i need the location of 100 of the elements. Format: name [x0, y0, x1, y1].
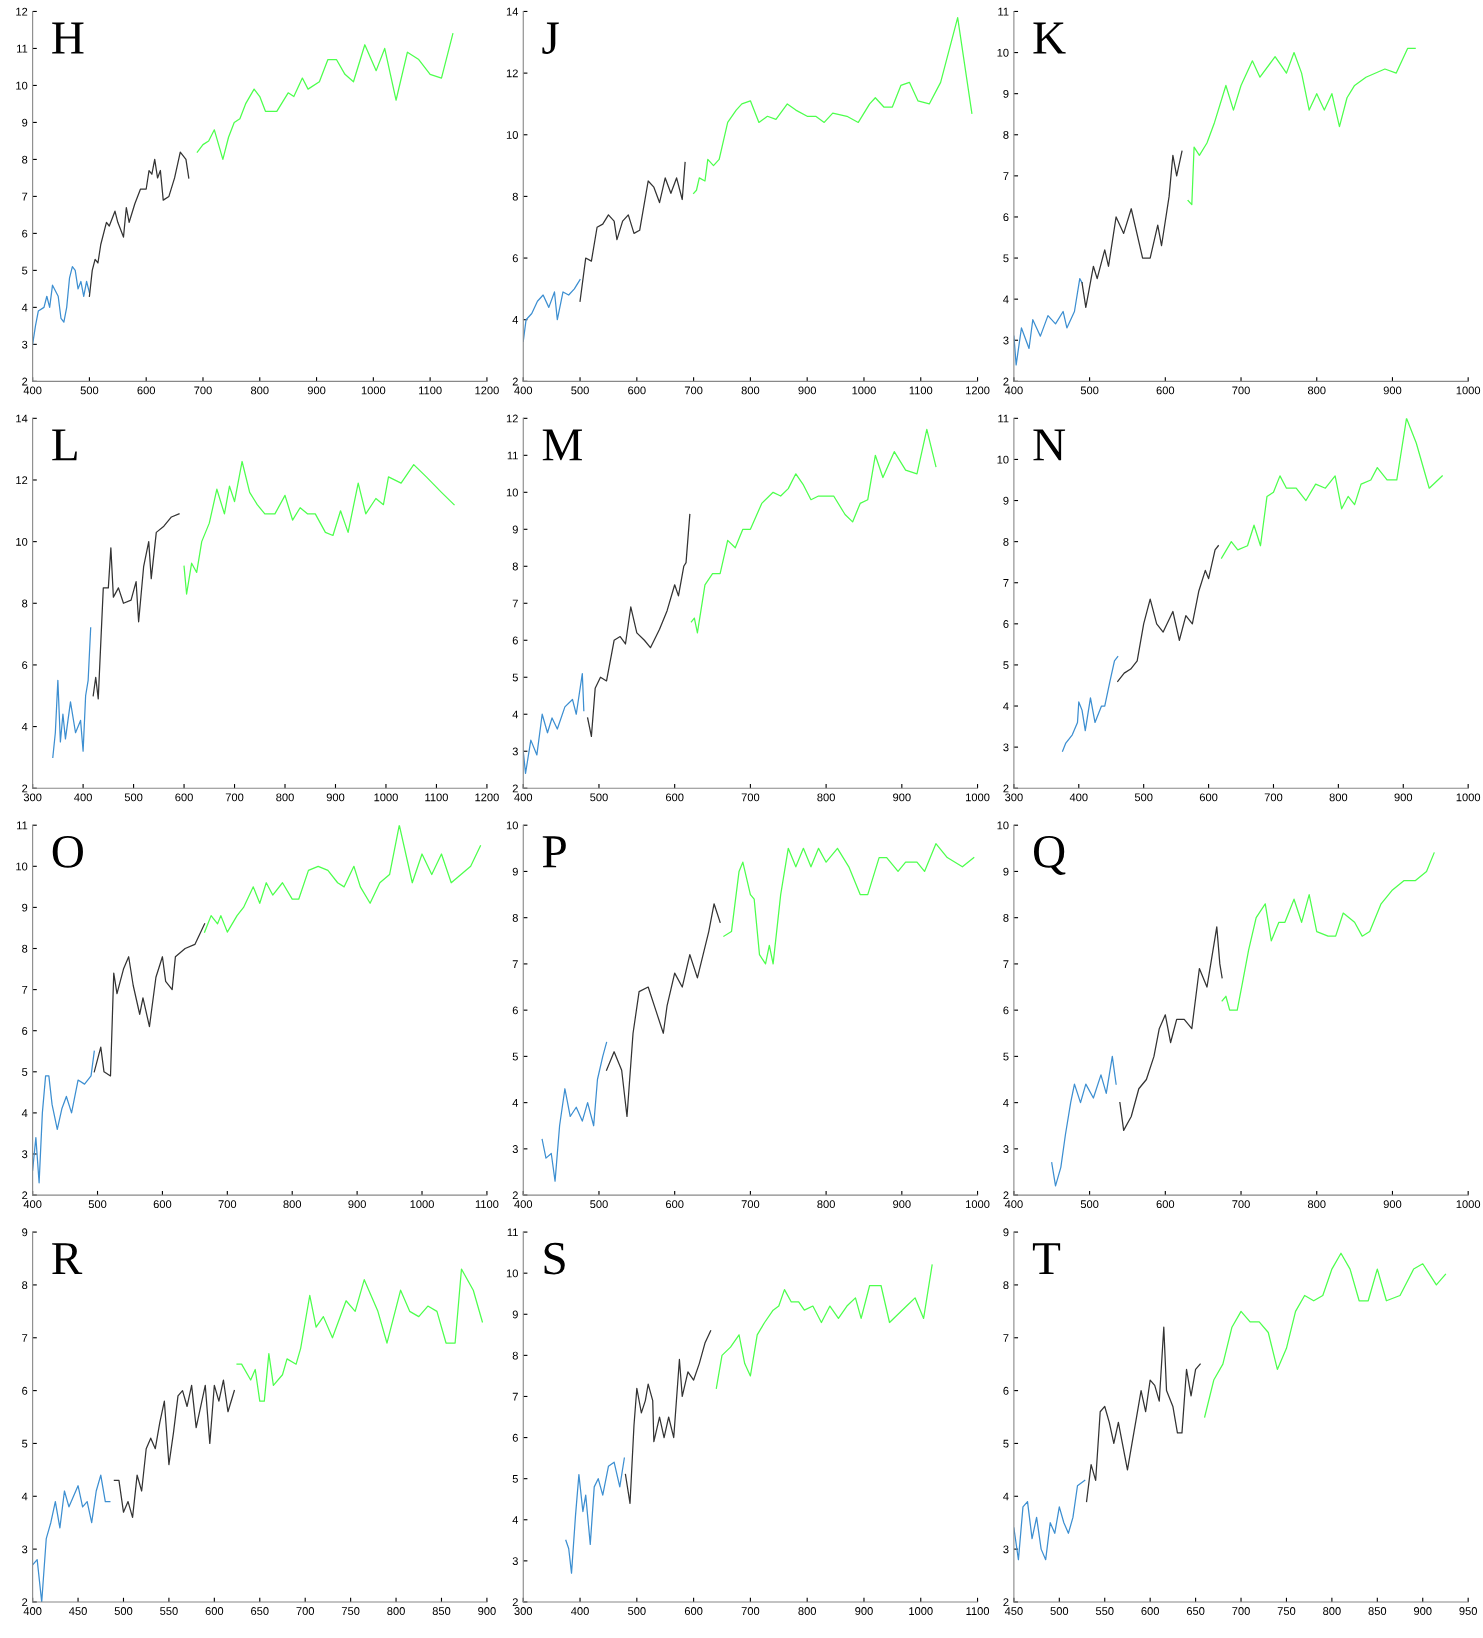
chart-title: P: [542, 836, 566, 868]
y-tick-label: 4: [1003, 1492, 1009, 1501]
y-tick-label: 8: [512, 1351, 518, 1360]
line-series: [1119, 926, 1223, 1131]
x-tick-label: 600: [205, 1607, 224, 1615]
x-tick-label: 900: [893, 793, 911, 802]
y-tick-label: 10: [16, 862, 28, 871]
x-tick-label: 1100: [966, 1607, 990, 1615]
y-tick-label: 8: [1003, 131, 1009, 139]
x-tick-label: 900: [326, 793, 345, 802]
line-series: [52, 627, 92, 759]
line-series: [692, 17, 973, 194]
y-tick-label: 9: [22, 118, 28, 127]
y-tick-label: 10: [997, 48, 1009, 57]
chart-title: T: [1032, 1243, 1061, 1275]
line-series: [624, 1330, 712, 1504]
y-tick-label: 6: [22, 1386, 28, 1395]
line-series: [1204, 1252, 1447, 1418]
y-tick-label: 2: [22, 1191, 28, 1200]
x-tick-label: 800: [387, 1607, 405, 1615]
x-tick-label: 600: [153, 1200, 172, 1209]
y-tick-label: 12: [506, 414, 518, 423]
x-tick-label: 1000: [966, 793, 990, 802]
y-tick-label: 4: [21, 303, 28, 312]
x-tick-label: 400: [514, 386, 533, 395]
x-tick-label: 500: [590, 793, 608, 802]
line-series: [196, 33, 454, 161]
y-tick-label: 3: [1003, 743, 1009, 752]
x-tick-label: 500: [1050, 1607, 1069, 1615]
y-tick-label: 2: [512, 784, 518, 793]
x-tick-label: 600: [665, 793, 684, 802]
y-tick-label: 7: [512, 599, 518, 608]
line-series: [1221, 852, 1435, 1011]
line-series: [93, 923, 206, 1077]
x-tick-label: 600: [137, 386, 156, 395]
x-tick-label: 900: [348, 1200, 366, 1209]
y-tick-label: 11: [17, 821, 28, 830]
x-tick-label: 300: [1005, 793, 1023, 802]
y-tick-label: 2: [1003, 377, 1009, 386]
y-tick-label: 9: [512, 1310, 518, 1319]
y-tick-label: 2: [512, 377, 518, 386]
line-series: [113, 1379, 235, 1519]
x-tick-label: 500: [571, 386, 589, 395]
y-tick-label: 2: [1003, 784, 1009, 793]
x-tick-label: 400: [23, 1200, 42, 1209]
y-tick-label: 4: [21, 722, 28, 731]
x-tick-label: 800: [1323, 1607, 1341, 1615]
y-tick-label: 3: [22, 1545, 28, 1554]
x-tick-label: 500: [88, 1200, 107, 1209]
line-series: [579, 161, 686, 302]
line-series: [1013, 1479, 1086, 1561]
y-tick-label: 3: [512, 1557, 518, 1565]
x-tick-label: 500: [1080, 1200, 1099, 1209]
y-tick-label: 9: [1003, 496, 1009, 505]
x-tick-label: 400: [514, 793, 533, 802]
x-tick-label: 500: [590, 1200, 608, 1209]
y-tick-label: 3: [1003, 1145, 1009, 1153]
y-tick-label: 10: [997, 821, 1009, 830]
x-tick-label: 900: [307, 386, 326, 395]
x-tick-label: 700: [218, 1200, 237, 1209]
chart-title: J: [542, 22, 559, 54]
y-tick-label: 5: [1003, 254, 1009, 263]
line-series: [1051, 1055, 1117, 1187]
y-tick-label: 2: [22, 1598, 28, 1606]
x-tick-label: 400: [74, 793, 92, 802]
line-series: [690, 428, 937, 634]
x-tick-label: 500: [124, 793, 143, 802]
y-tick-label: 9: [22, 1228, 28, 1237]
x-tick-label: 500: [80, 386, 99, 395]
x-tick-label: 1200: [966, 386, 990, 395]
x-tick-label: 400: [514, 1200, 533, 1209]
x-tick-label: 800: [817, 1200, 835, 1209]
x-tick-label: 600: [1199, 793, 1218, 802]
y-tick-label: 6: [1003, 213, 1009, 222]
line-series: [88, 151, 190, 297]
y-tick-label: 3: [1003, 336, 1009, 345]
y-tick-label: 14: [506, 7, 519, 16]
line-series: [183, 460, 455, 595]
x-tick-label: 800: [283, 1200, 302, 1209]
x-tick-label: 400: [1069, 793, 1088, 802]
y-tick-label: 7: [22, 1334, 28, 1342]
y-tick-label: 6: [1003, 620, 1009, 628]
y-tick-label: 8: [1003, 1281, 1009, 1290]
y-tick-label: 7: [512, 960, 518, 968]
x-tick-label: 850: [432, 1607, 451, 1615]
y-tick-label: 8: [22, 599, 28, 608]
line-series: [92, 513, 180, 700]
y-tick-label: 6: [22, 1026, 28, 1035]
y-tick-label: 2: [22, 784, 28, 793]
x-tick-label: 300: [23, 793, 42, 802]
chart-title: R: [52, 1243, 83, 1275]
y-tick-label: 10: [16, 81, 28, 90]
x-tick-label: 850: [1368, 1607, 1387, 1615]
y-tick-label: 4: [1003, 702, 1009, 711]
y-tick-label: 8: [22, 1281, 28, 1290]
x-tick-label: 750: [1277, 1607, 1296, 1615]
x-tick-label: 1100: [909, 386, 933, 395]
line-series: [203, 825, 482, 933]
x-tick-label: 700: [194, 386, 212, 395]
x-tick-label: 1100: [425, 793, 448, 802]
